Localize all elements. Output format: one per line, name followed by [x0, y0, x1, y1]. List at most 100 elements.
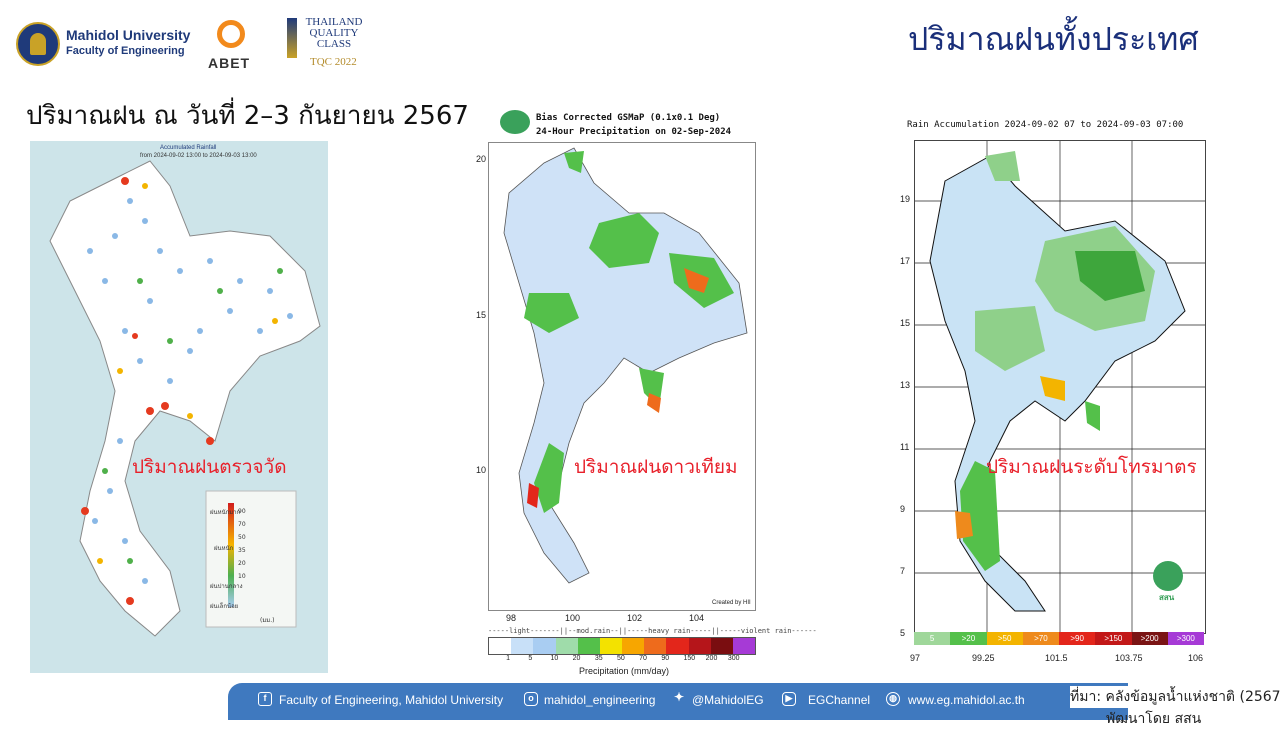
observed-caption: ปริมาณฝนตรวจวัด — [132, 456, 287, 478]
facebook-icon[interactable]: f — [258, 692, 272, 706]
satellite-color-scale — [488, 637, 756, 655]
radar-xtick-99: 99.25 — [972, 653, 995, 663]
satellite-scale-swatch — [577, 638, 600, 654]
page-title: ปริมาณฝนทั้งประเทศ — [908, 20, 1199, 58]
mahidol-logo — [16, 22, 60, 66]
legend-moderate: ฝนปานกลาง — [210, 583, 243, 590]
satellite-scale-value: 20 — [572, 655, 581, 662]
sat-ytick-15: 15 — [476, 310, 487, 320]
satellite-scale-values: 1 5 10 20 35 50 70 90 150 200 300 — [488, 655, 754, 665]
radar-xtick-97: 97 — [910, 653, 921, 663]
radar-title: Rain Accumulation 2024-09-02 07 to 2024-… — [907, 120, 1184, 130]
radar-ytick-7: 7 — [900, 566, 906, 576]
satellite-caption: ปริมาณฝนดาวเทียม — [574, 456, 738, 478]
observed-map-title: Accumulated Rainfall — [160, 145, 217, 151]
satellite-scale-value: 5 — [528, 655, 533, 662]
university-name: Mahidol University — [66, 27, 191, 43]
satellite-scale-value: 50 — [617, 655, 625, 662]
radar-xtick-106: 106 — [1188, 653, 1204, 663]
satellite-scale-swatch — [710, 638, 733, 654]
legend-heavy: ฝนหนัก — [214, 545, 234, 552]
satellite-scale-swatch — [644, 638, 667, 654]
telemetry-rainfall-map: สสน — [914, 140, 1206, 634]
radar-ytick-13: 13 — [900, 380, 911, 390]
faculty-name: Faculty of Engineering — [66, 45, 185, 57]
satellite-scale-value: 90 — [661, 655, 670, 662]
radar-ytick-5: 5 — [900, 628, 906, 638]
satellite-scale-value: 10 — [550, 655, 559, 662]
footer-youtube-link[interactable]: EGChannel — [808, 693, 871, 707]
satellite-title-1: Bias Corrected GSMaP (0.1x0.1 Deg) — [536, 113, 721, 123]
observed-rainfall-map: Accumulated Rainfall from 2024-09-02 13:… — [30, 141, 328, 673]
radar-ytick-17: 17 — [900, 256, 911, 266]
satellite-categories: -----light-------||--mod.rain--||-----he… — [488, 627, 817, 635]
globe-icon[interactable]: ◍ — [886, 692, 900, 706]
youtube-icon[interactable]: ▶ — [782, 692, 796, 706]
radar-ytick-19: 19 — [900, 194, 911, 204]
radar-xtick-103: 103.75 — [1115, 653, 1143, 663]
abet-label: ABET — [208, 55, 251, 71]
telemetry-scale-swatch: >150 — [1095, 632, 1132, 645]
satellite-scale-value: 300 — [727, 655, 740, 662]
legend-very-heavy: ฝนหนักมาก — [210, 509, 241, 516]
tqc-year: TQC 2022 — [310, 56, 357, 68]
satellite-scale-value: 150 — [683, 655, 696, 662]
satellite-scale-value: 1 — [506, 655, 511, 662]
footer-instagram-link[interactable]: mahidol_engineering — [544, 693, 656, 707]
radar-ytick-9: 9 — [900, 504, 906, 514]
telemetry-scale-swatch: >50 — [986, 632, 1023, 645]
sat-ytick-20: 20 — [476, 154, 487, 164]
hii-logo-text: สสน — [1159, 593, 1175, 602]
footer-bar — [228, 683, 1128, 720]
observed-map-graphic — [30, 141, 328, 673]
telemetry-scale-swatch: >200 — [1131, 632, 1168, 645]
footer-faculty-link[interactable]: Faculty of Engineering, Mahidol Universi… — [279, 693, 504, 707]
telemetry-caption: ปริมาณฝนระดับโทรมาตร — [986, 456, 1197, 478]
source-note: ที่มา: คลังข้อมูลน้ำแห่งชาติ (2567 — [1070, 686, 1280, 708]
telemetry-map-graphic — [915, 141, 1205, 633]
hii-logo-2 — [1153, 561, 1183, 591]
slide-subtitle: ปริมาณฝน ณ วันที่ 2–3 กันยายน 2567 — [26, 101, 469, 131]
satellite-scale-swatch — [732, 638, 756, 654]
hii-credit: Created by HII — [712, 600, 751, 606]
source-note-2: พัฒนาโดย สสน — [1106, 711, 1202, 727]
satellite-map-graphic — [503, 147, 748, 584]
legend-light: ฝนเล็กน้อย — [210, 603, 239, 610]
sat-xtick-100: 100 — [565, 613, 581, 623]
satellite-title-2: 24-Hour Precipitation on 02-Sep-2024 — [536, 127, 732, 137]
satellite-scale-swatch — [555, 638, 578, 654]
observed-legend-values: 90 70 50 35 20 10 — [238, 508, 246, 580]
twitter-icon[interactable]: ✦ — [673, 690, 685, 704]
telemetry-scale-swatch: >90 — [1059, 632, 1096, 645]
observed-map-range: from 2024-09-02 13:00 to 2024-09-03 13:0… — [140, 153, 257, 159]
radar-ytick-11: 11 — [900, 442, 910, 452]
sat-xtick-104: 104 — [689, 613, 705, 623]
satellite-scale-swatch — [622, 638, 645, 654]
footer-website-link[interactable]: www.eg.mahidol.ac.th — [908, 693, 1025, 707]
satellite-rainfall-map — [488, 142, 756, 611]
satellite-scale-swatch — [688, 638, 711, 654]
footer-twitter-link[interactable]: @MahidolEG — [692, 693, 764, 707]
abet-logo — [217, 20, 245, 48]
satellite-scale-value: 35 — [594, 655, 603, 662]
instagram-icon[interactable]: o — [524, 692, 538, 706]
telemetry-scale-swatch: >20 — [950, 632, 987, 645]
satellite-xlabel: Precipitation (mm/day) — [579, 666, 670, 676]
satellite-scale-swatch — [666, 638, 689, 654]
sat-xtick-102: 102 — [627, 613, 643, 623]
tqc-logo — [287, 18, 297, 58]
observed-legend-unit: (มม.) — [260, 617, 275, 624]
satellite-scale-value: 200 — [705, 655, 718, 662]
satellite-scale-swatch — [599, 638, 623, 654]
telemetry-scale-swatch: >300 — [1167, 632, 1204, 645]
telemetry-color-scale: 5 >20 >50 >70 >90 >150 >200 >300 — [914, 632, 1204, 645]
satellite-scale-value: 70 — [639, 655, 647, 662]
telemetry-scale-swatch: >70 — [1022, 632, 1059, 645]
hii-logo — [500, 110, 530, 134]
satellite-scale-swatch — [533, 638, 556, 654]
radar-xtick-101: 101.5 — [1045, 653, 1068, 663]
sat-xtick-98: 98 — [506, 613, 517, 623]
radar-ytick-15: 15 — [900, 318, 911, 328]
telemetry-scale-swatch: 5 — [914, 632, 951, 645]
tqc-wordmark: THAILAND QUALITY CLASS — [305, 16, 363, 50]
